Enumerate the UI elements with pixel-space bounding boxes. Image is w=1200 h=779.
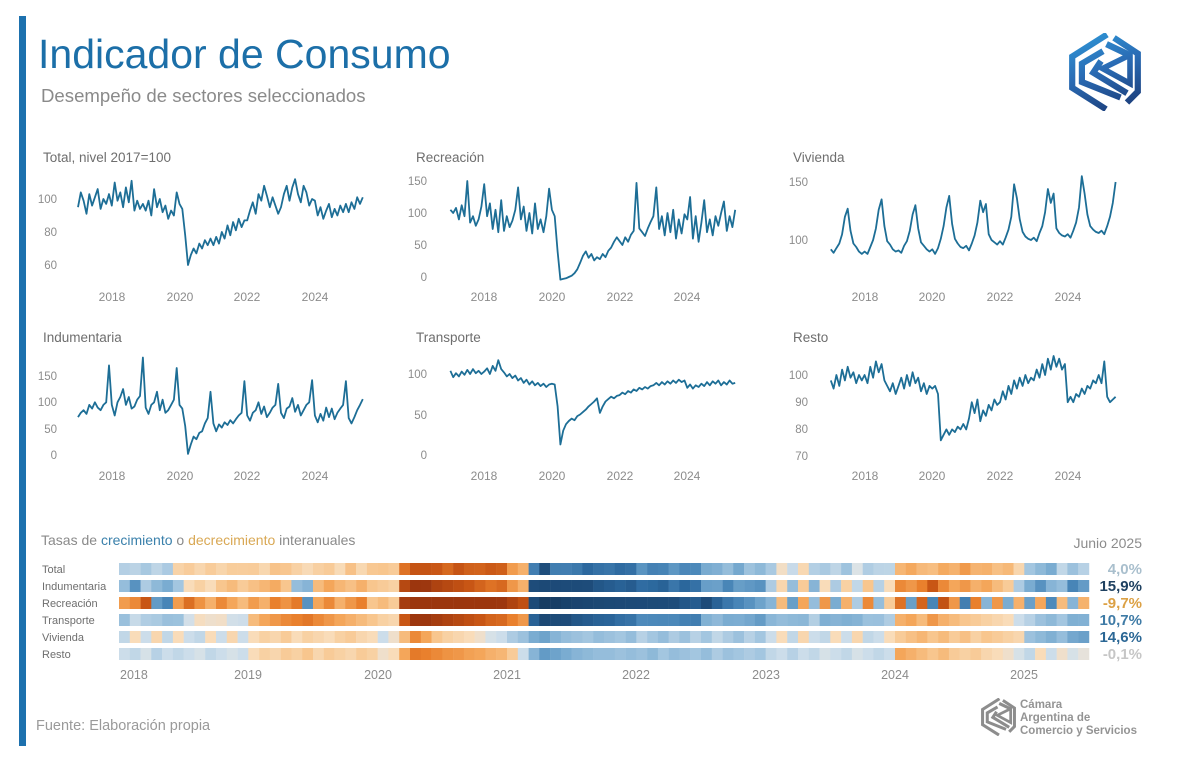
svg-text:100: 100 xyxy=(789,370,808,382)
svg-text:2020: 2020 xyxy=(919,469,946,483)
svg-text:0: 0 xyxy=(421,450,427,462)
svg-text:2024: 2024 xyxy=(302,290,329,304)
svg-text:2024: 2024 xyxy=(881,668,909,682)
svg-text:2022: 2022 xyxy=(607,469,634,483)
svg-text:0: 0 xyxy=(421,272,427,284)
svg-text:2024: 2024 xyxy=(1055,290,1082,304)
svg-text:2020: 2020 xyxy=(167,290,194,304)
svg-text:0: 0 xyxy=(51,450,57,462)
svg-text:2020: 2020 xyxy=(539,469,566,483)
svg-text:14,6%: 14,6% xyxy=(1099,629,1142,646)
svg-text:2018: 2018 xyxy=(120,668,148,682)
svg-text:2018: 2018 xyxy=(852,290,879,304)
svg-text:100: 100 xyxy=(38,194,57,206)
svg-text:2020: 2020 xyxy=(167,469,194,483)
svg-text:Total: Total xyxy=(42,564,65,576)
svg-text:15,9%: 15,9% xyxy=(1099,578,1142,595)
svg-text:Vivienda: Vivienda xyxy=(793,150,845,165)
svg-text:2018: 2018 xyxy=(852,469,879,483)
svg-text:2018: 2018 xyxy=(471,290,498,304)
svg-text:2019: 2019 xyxy=(234,668,262,682)
svg-text:2018: 2018 xyxy=(99,469,126,483)
svg-text:100: 100 xyxy=(789,235,808,247)
svg-text:Vivienda: Vivienda xyxy=(42,632,85,644)
svg-text:50: 50 xyxy=(414,410,427,422)
svg-text:2024: 2024 xyxy=(1055,469,1082,483)
svg-text:2024: 2024 xyxy=(674,469,701,483)
svg-text:2018: 2018 xyxy=(99,290,126,304)
svg-text:2024: 2024 xyxy=(674,290,701,304)
svg-text:2020: 2020 xyxy=(364,668,392,682)
svg-text:2022: 2022 xyxy=(234,469,261,483)
svg-text:90: 90 xyxy=(795,397,808,409)
svg-text:2018: 2018 xyxy=(471,469,498,483)
svg-text:10,7%: 10,7% xyxy=(1099,612,1142,629)
svg-text:50: 50 xyxy=(414,240,427,252)
svg-text:Recreación: Recreación xyxy=(42,598,98,610)
svg-text:100: 100 xyxy=(408,208,427,220)
svg-text:2023: 2023 xyxy=(752,668,780,682)
svg-text:2022: 2022 xyxy=(607,290,634,304)
svg-text:2022: 2022 xyxy=(234,290,261,304)
svg-text:80: 80 xyxy=(795,424,808,436)
svg-text:60: 60 xyxy=(44,260,57,272)
svg-text:150: 150 xyxy=(789,177,808,189)
svg-text:Junio 2025: Junio 2025 xyxy=(1073,535,1142,551)
svg-text:Indumentaria: Indumentaria xyxy=(43,330,122,345)
svg-text:Transporte: Transporte xyxy=(42,615,95,627)
svg-text:100: 100 xyxy=(38,397,57,409)
svg-text:2021: 2021 xyxy=(493,668,521,682)
svg-text:Tasas de crecimiento o decreci: Tasas de crecimiento o decrecimiento int… xyxy=(41,532,355,548)
svg-text:2022: 2022 xyxy=(987,469,1014,483)
svg-text:Resto: Resto xyxy=(42,649,71,661)
svg-text:2022: 2022 xyxy=(622,668,650,682)
svg-text:2024: 2024 xyxy=(302,469,329,483)
svg-text:2020: 2020 xyxy=(919,290,946,304)
svg-text:50: 50 xyxy=(44,424,57,436)
svg-text:100: 100 xyxy=(408,369,427,381)
svg-text:-9,7%: -9,7% xyxy=(1103,595,1142,612)
svg-text:Transporte: Transporte xyxy=(416,330,481,345)
svg-text:Resto: Resto xyxy=(793,330,828,345)
svg-text:4,0%: 4,0% xyxy=(1108,561,1142,578)
svg-text:2025: 2025 xyxy=(1010,668,1038,682)
svg-text:150: 150 xyxy=(38,371,57,383)
svg-text:Recreación: Recreación xyxy=(416,150,484,165)
svg-text:150: 150 xyxy=(408,176,427,188)
svg-text:2022: 2022 xyxy=(987,290,1014,304)
svg-text:70: 70 xyxy=(795,451,808,463)
svg-text:Indumentaria: Indumentaria xyxy=(42,581,107,593)
svg-text:-0,1%: -0,1% xyxy=(1103,646,1142,663)
svg-text:Total, nivel 2017=100: Total, nivel 2017=100 xyxy=(43,150,171,165)
svg-text:80: 80 xyxy=(44,227,57,239)
svg-text:2020: 2020 xyxy=(539,290,566,304)
